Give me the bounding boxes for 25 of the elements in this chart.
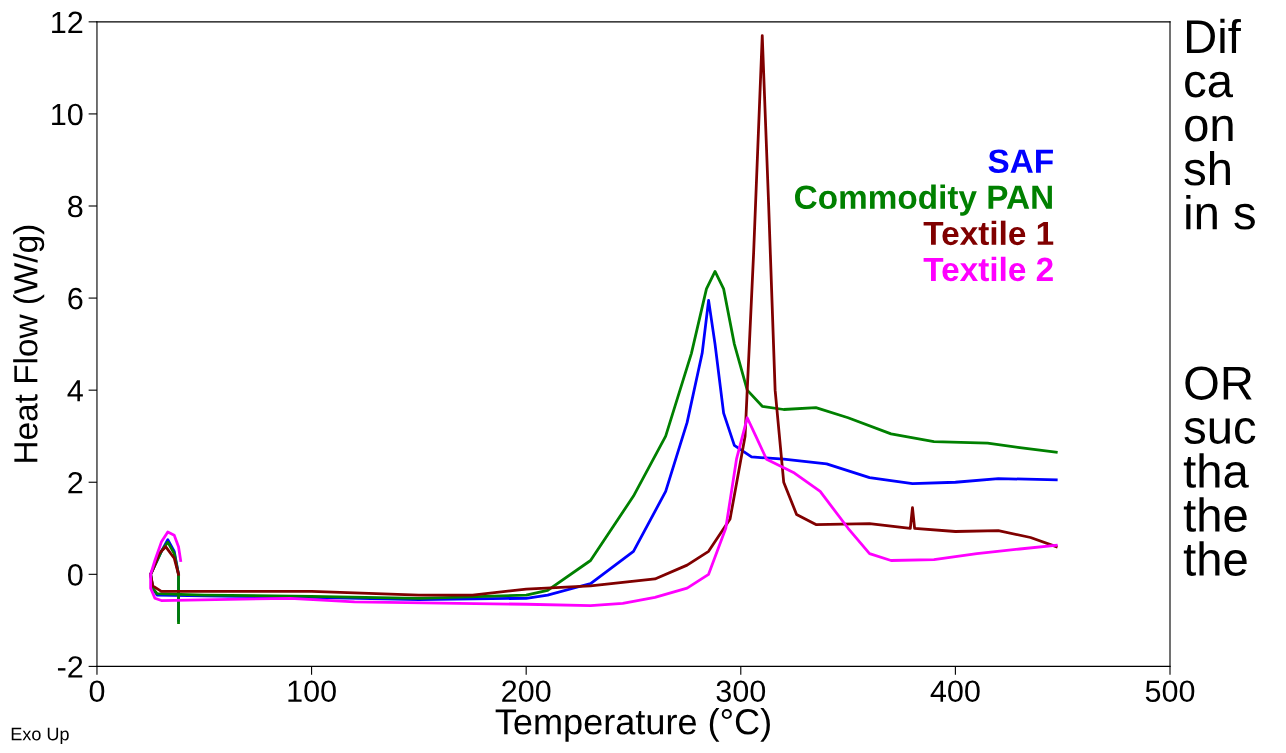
x-tick-label: 200 <box>502 680 551 703</box>
y-tick-label: 8 <box>68 195 83 218</box>
text: Commodity PAN <box>795 184 1052 216</box>
y-tick-label: 6 <box>68 287 83 310</box>
line-series <box>149 416 1058 608</box>
y-tick-label: 0 <box>67 564 83 586</box>
x-axis-title: Temperature (°C) <box>495 708 770 742</box>
text: SAF <box>988 149 1053 174</box>
y-tick-label: 12 <box>52 11 83 33</box>
text: OR suc tha the the <box>1183 366 1256 576</box>
y-axis-title: Heat Flow (W/g) <box>13 225 45 462</box>
x-tick-label: 400 <box>930 680 980 703</box>
y-tick-label: 2 <box>68 471 83 494</box>
line-series <box>149 34 1058 597</box>
text: Textile 2 <box>923 256 1053 282</box>
text: Exo Up <box>11 727 69 744</box>
y-tick-label: -2 <box>57 656 83 678</box>
x-tick-label: 300 <box>716 680 766 703</box>
text: Dif ca on sh in s <box>1184 18 1255 230</box>
text: Textile 1 <box>923 220 1054 246</box>
x-tick-label: 100 <box>288 680 336 703</box>
x-tick-label: 500 <box>1145 680 1195 703</box>
y-tick-label: 10 <box>52 103 83 126</box>
y-tick-label: 4 <box>67 380 83 402</box>
x-tick-label: 0 <box>89 680 105 703</box>
